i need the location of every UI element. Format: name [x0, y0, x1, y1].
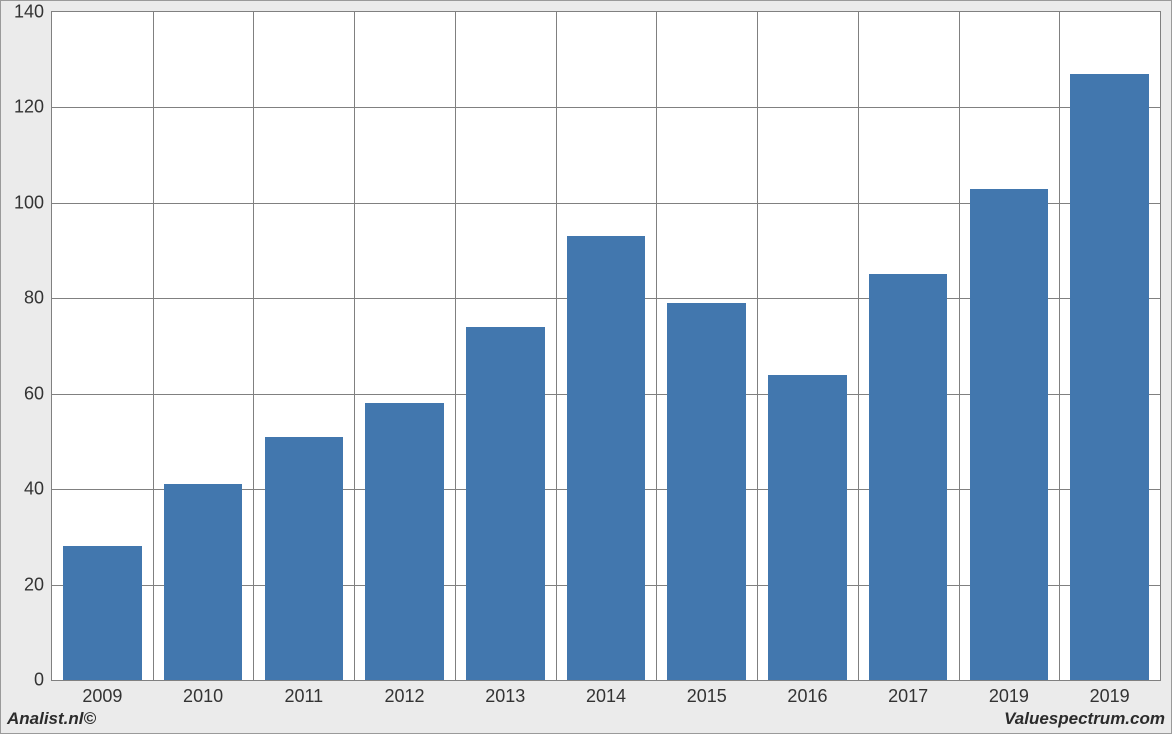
x-tick-label: 2014 — [586, 686, 626, 707]
gridline-vertical — [354, 12, 355, 680]
bar — [869, 274, 948, 680]
gridline-vertical — [153, 12, 154, 680]
gridline-vertical — [959, 12, 960, 680]
gridline-vertical — [858, 12, 859, 680]
footer-left-text: Analist.nl© — [7, 709, 96, 729]
x-tick-label: 2013 — [485, 686, 525, 707]
x-tick-label: 2011 — [284, 686, 323, 707]
gridline-vertical — [656, 12, 657, 680]
x-tick-label: 2019 — [1090, 686, 1130, 707]
bar — [567, 236, 646, 680]
gridline-vertical — [455, 12, 456, 680]
bar — [667, 303, 746, 680]
chart-container: 0 20 40 60 80 100 120 140 2009 2010 2011 2012 2013 20… — [0, 0, 1172, 734]
bar — [164, 484, 243, 680]
y-tick-label: 0 — [34, 670, 44, 691]
bar — [768, 375, 847, 680]
y-tick-label: 20 — [24, 574, 44, 595]
y-tick-label: 80 — [24, 288, 44, 309]
x-tick-label: 2019 — [989, 686, 1029, 707]
gridline-vertical — [556, 12, 557, 680]
y-tick-label: 140 — [14, 2, 44, 23]
gridline-horizontal — [52, 107, 1160, 108]
bar — [265, 437, 344, 680]
y-tick-label: 120 — [14, 97, 44, 118]
x-tick-label: 2016 — [787, 686, 827, 707]
x-tick-label: 2017 — [888, 686, 928, 707]
gridline-vertical — [757, 12, 758, 680]
bar — [1070, 74, 1149, 680]
x-tick-label: 2012 — [385, 686, 425, 707]
y-tick-label: 40 — [24, 479, 44, 500]
bar — [466, 327, 545, 680]
x-tick-label: 2010 — [183, 686, 223, 707]
bar — [970, 189, 1049, 680]
bar — [63, 546, 142, 680]
footer-right-text: Valuespectrum.com — [1004, 709, 1165, 729]
bar — [365, 403, 444, 680]
gridline-vertical — [253, 12, 254, 680]
gridline-vertical — [1059, 12, 1060, 680]
plot-area: 0204060801001201402009201020112012201320… — [51, 11, 1161, 681]
y-tick-label: 60 — [24, 383, 44, 404]
x-tick-label: 2009 — [82, 686, 122, 707]
y-tick-label: 100 — [14, 192, 44, 213]
x-tick-label: 2015 — [687, 686, 727, 707]
